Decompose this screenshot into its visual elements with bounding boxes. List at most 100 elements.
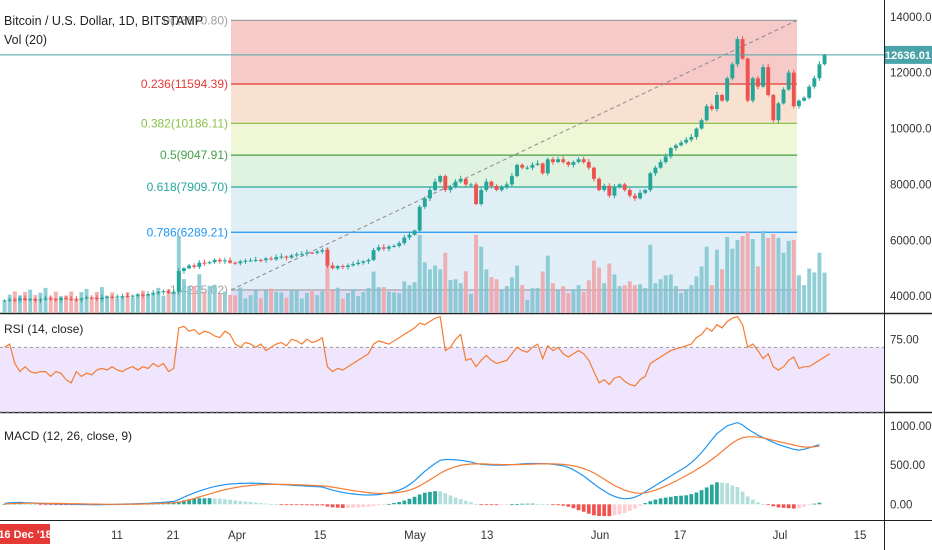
volume-bar: [64, 295, 69, 313]
volume-bar: [304, 292, 309, 313]
volume-bar: [115, 298, 120, 313]
candle-body: [499, 187, 504, 191]
volume-bar: [269, 288, 274, 313]
macd-histogram-bar: [294, 504, 299, 506]
candle-body: [730, 64, 735, 79]
price-tick-label: 14000.00: [890, 12, 932, 24]
candles: [2, 35, 827, 304]
macd-tick-label: 1000.00: [890, 421, 932, 433]
price-tick-label: 6000.00: [890, 235, 932, 247]
candle-body: [48, 298, 53, 300]
macd-histogram-bar: [443, 493, 448, 505]
volume-bar: [110, 292, 115, 313]
macd-histogram-bar: [340, 504, 345, 508]
macd-histogram-bar: [499, 504, 504, 506]
volume-bar: [735, 240, 740, 313]
macd-histogram-bar: [243, 501, 248, 505]
volume-bar: [156, 287, 161, 313]
candle-body: [335, 266, 340, 269]
volume-bar: [689, 285, 694, 313]
volume-bar: [289, 290, 294, 313]
macd-histogram-bar: [171, 503, 176, 505]
macd-histogram-bar: [530, 503, 535, 505]
price-tick-label: 8000.00: [890, 179, 932, 191]
candle-body: [673, 145, 678, 149]
candle-body: [643, 190, 648, 193]
candle-body: [638, 192, 643, 199]
macd-histogram-bar: [576, 504, 581, 511]
macd-histogram-bar: [643, 503, 648, 505]
volume-bar: [412, 282, 417, 313]
candle-body: [228, 260, 233, 263]
macd-histogram-bar: [269, 503, 273, 505]
candle-body: [725, 78, 730, 101]
volume-bar: [7, 294, 12, 313]
candle-body: [84, 297, 89, 299]
volume-bar: [361, 292, 366, 313]
candle-body: [7, 299, 12, 301]
volume-bar: [315, 295, 320, 313]
volume-bar: [802, 285, 807, 313]
volume-bar: [376, 287, 381, 313]
candle-body: [504, 184, 509, 188]
candle-body: [2, 300, 7, 302]
macd-histogram-bar: [735, 487, 740, 505]
volume-bar: [817, 252, 822, 313]
candle-body: [38, 299, 43, 301]
candle-body: [222, 260, 227, 262]
macd-histogram-bar: [699, 490, 704, 505]
macd-histogram-bar: [463, 500, 468, 505]
volume-bar: [351, 289, 356, 313]
macd-histogram-bar: [720, 482, 724, 505]
macd-histogram-bar: [689, 494, 694, 505]
candle-body: [238, 261, 243, 264]
fib-zone: [231, 20, 797, 84]
candle-body: [786, 72, 791, 90]
symbol-title[interactable]: Bitcoin / U.S. Dollar, 1D, BITSTAMP: [4, 14, 204, 28]
volume-bar: [243, 298, 248, 313]
candle-body: [243, 260, 248, 262]
macd-histogram-bar: [23, 503, 27, 505]
fibonacci-zones: 0(13870.80) 0.236(11594.39) 0.382(10186.11…: [141, 13, 798, 313]
macd-histogram-bar: [387, 503, 391, 505]
macd-histogram-bar: [176, 501, 181, 505]
volume-bar: [566, 293, 571, 313]
candle-body: [566, 162, 571, 165]
macd-histogram-bar: [315, 504, 320, 506]
volume-bar: [386, 291, 391, 313]
volume-bar: [571, 289, 576, 313]
volume-bar: [684, 289, 689, 313]
macd-histogram-bar: [617, 504, 622, 515]
candle-body: [17, 298, 22, 301]
candle-body: [115, 296, 120, 298]
volume-bar: [812, 272, 817, 313]
macd-histogram-bar: [715, 482, 719, 505]
rsi-title: RSI (14, close): [4, 322, 83, 336]
candle-body: [325, 250, 330, 266]
volume-bar: [561, 286, 566, 313]
candle-body: [23, 298, 28, 300]
time-tick-label: May: [404, 530, 426, 542]
candle-body: [274, 257, 279, 260]
macd-histogram-bar: [602, 504, 607, 517]
volume-bar: [310, 291, 315, 313]
macd-histogram-bar: [561, 504, 566, 506]
candle-body: [463, 178, 468, 185]
volume-bar: [140, 290, 145, 313]
macd-histogram-bar: [551, 504, 555, 506]
candle-body: [648, 173, 653, 191]
volume-bar: [125, 292, 130, 313]
volume-bar: [638, 284, 643, 313]
volume-bar: [612, 274, 617, 313]
macd-histogram-bar: [438, 491, 443, 505]
candle-body: [412, 230, 417, 235]
macd-histogram-bar: [638, 504, 642, 506]
macd-histogram-bar: [653, 499, 658, 505]
candle-body: [417, 206, 422, 231]
candle-body: [458, 178, 463, 182]
volume-bar: [217, 294, 222, 313]
candle-body: [407, 234, 412, 238]
volume-bar: [597, 267, 602, 313]
volume-label[interactable]: Vol (20): [4, 33, 48, 47]
